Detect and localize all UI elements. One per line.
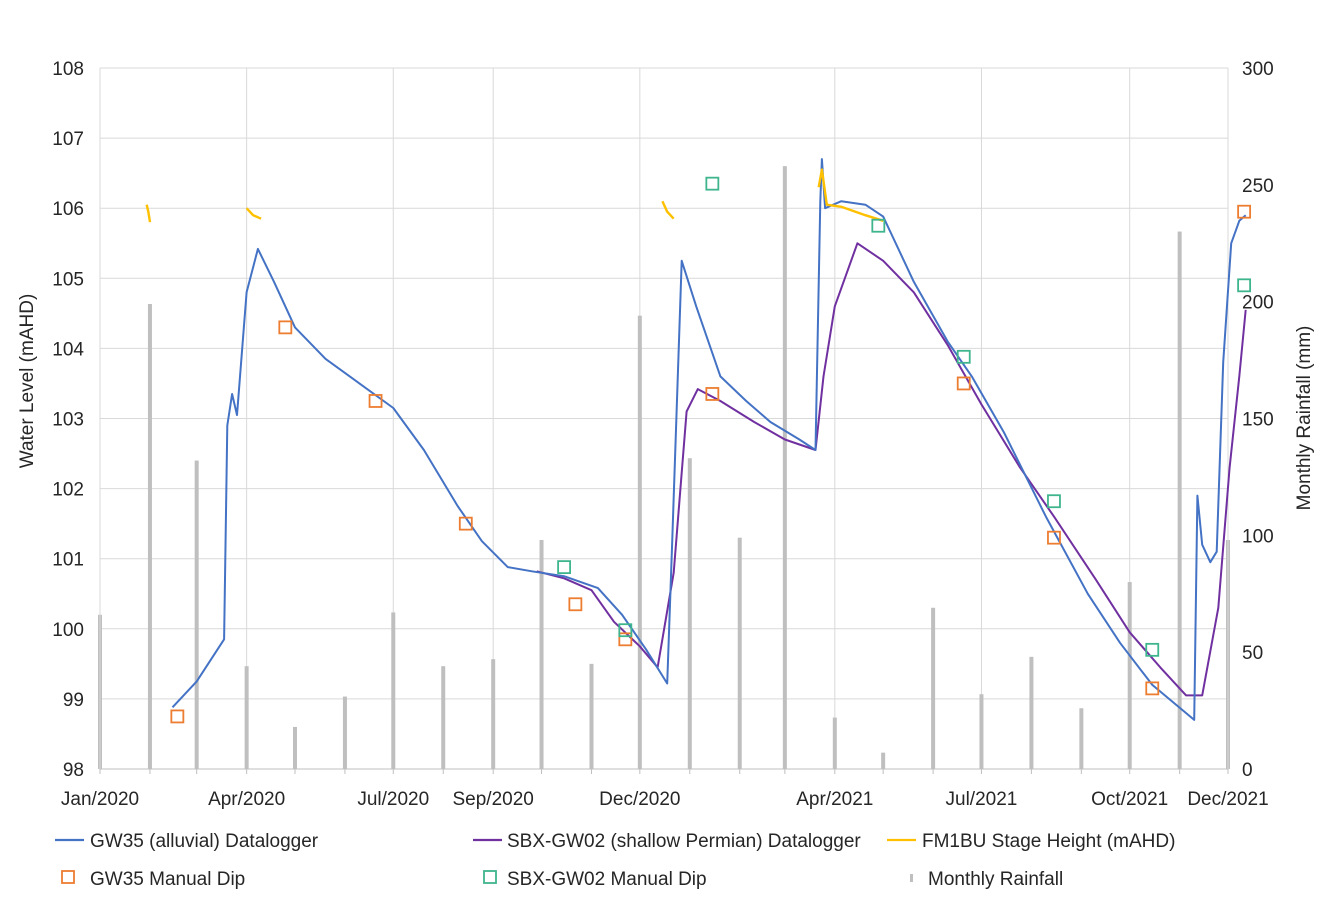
gw35-dip-marker [705,387,720,401]
y2-tick-label: 50 [1242,643,1263,664]
sbx-gw02-dip-marker [956,349,971,364]
legend-item-rain: Monthly Rainfall [910,869,1063,890]
x-tick-label: Sep/2020 [453,789,534,810]
sbx-gw02-dip-marker [1047,494,1061,509]
y2-tick-label: 150 [1242,410,1274,431]
rainfall-bar [194,460,199,769]
rainfall-bar [292,726,297,769]
legend-swatch-rain [910,874,913,882]
rainfall-bar [147,304,152,769]
x-tick-label: Apr/2021 [796,789,873,810]
legend-label-rain: Monthly Rainfall [928,869,1063,890]
gw35-dip-marker [368,394,383,408]
x-tick-label: Oct/2021 [1091,789,1168,810]
gw35-dip-marker [170,709,185,724]
legend-swatch-gw35-dip [61,870,75,884]
legend-label-gw35-dip: GW35 Manual Dip [90,869,245,890]
y2-tick-label: 250 [1242,176,1274,197]
fm1bu-stage-segment [245,207,262,220]
legend-label-sbx: SBX-GW02 (shallow Permian) Datalogger [507,831,861,852]
fm1bu-stage-segment [661,200,675,220]
y2-tick-label: 100 [1242,526,1274,547]
gridlines [100,67,1228,769]
x-tick-label: Dec/2021 [1187,789,1268,810]
y-tick-label: 98 [63,760,84,781]
legend: GW35 (alluvial) Datalogger SBX-GW02 (sha… [55,831,1175,890]
rainfall-bar [832,717,837,769]
y-tick-label: 106 [52,199,84,220]
x-tick-label: Dec/2020 [599,789,680,810]
legend-item-gw35: GW35 (alluvial) Datalogger [55,831,319,852]
y-tick-label: 108 [52,59,84,80]
y-tick-label: 101 [52,550,84,571]
gw35-dip-marker [278,320,293,335]
legend-item-fm1bu: FM1BU Stage Height (mAHD) [887,831,1175,852]
y-tick-label: 102 [52,480,84,501]
sbx-gw02-dip-marker [1145,642,1160,657]
rainfall-bar [491,659,496,769]
rainfall-bar [539,540,544,769]
gw35-dip-marker [1237,204,1252,219]
gw35-dip-marker [1145,681,1160,696]
sbx-gw02-dip-marker [705,176,720,191]
y-tick-label: 100 [52,620,84,641]
x-tick-label: Apr/2020 [208,789,285,810]
rainfall-bar [782,166,787,769]
rainfall-bar [979,694,984,769]
sbx-gw02-dip-marker [618,623,633,638]
rainfall-bar [931,607,936,769]
sbx-gw02-dip-marker [871,218,886,233]
rainfall-bar [342,696,347,769]
fm1bu-stage-segment [817,168,884,222]
y2-axis-title: Monthly Rainfall (mm) [1294,326,1315,511]
series-lines [145,158,1247,721]
gw35-dip-marker [458,516,473,531]
legend-item-sbx: SBX-GW02 (shallow Permian) Datalogger [473,831,861,852]
x-tick-label: Jul/2020 [357,789,429,810]
gw35-dip-marker [618,632,633,647]
sbx-gw02-dip-marker [557,560,571,575]
y2-tick-label: 300 [1242,59,1274,80]
fm1bu-stage-segment [145,204,152,223]
y-tick-label: 99 [63,690,84,711]
y-axis-title: Water Level (mAHD) [17,294,38,469]
x-tick-label: Jan/2020 [61,789,139,810]
sbx-gw02-dip-marker [1237,278,1252,293]
rainfall-bar [881,752,886,769]
rainfall-bar [1177,231,1182,770]
rainfall-bar [589,663,594,769]
y-tick-label: 103 [52,410,84,431]
series-markers [170,176,1252,724]
rainfall-bar [244,666,249,769]
gw35-dip-marker [568,597,583,612]
legend-label-fm1bu: FM1BU Stage Height (mAHD) [922,831,1175,852]
rainfall-bar [1127,582,1132,769]
y-tick-label: 105 [52,269,84,290]
rainfall-bar [1029,656,1034,769]
rainfall-bar [1079,708,1084,769]
legend-item-sbx-dip: SBX-GW02 Manual Dip [483,869,707,890]
gw35-dip-marker [956,376,971,391]
y2-tick-label: 0 [1242,760,1253,781]
legend-swatch-sbx-dip [483,870,497,884]
legend-label-gw35: GW35 (alluvial) Datalogger [90,831,319,852]
x-tick-label: Jul/2021 [946,789,1018,810]
tick-labels: 98 99 100 101 102 103 104 105 106 107 108 0 50 100 150… [52,59,1273,810]
y-tick-label: 107 [52,129,84,150]
rainfall-bar [637,315,642,769]
y2-tick-label: 200 [1242,293,1274,314]
rainfall-bar [441,666,446,769]
legend-label-sbx-dip: SBX-GW02 Manual Dip [507,869,707,890]
rainfall-bar [687,458,692,769]
legend-item-gw35-dip: GW35 Manual Dip [61,869,245,890]
gw35-dip-marker [1047,530,1061,545]
gw35-line [171,158,1247,721]
axes [99,68,1229,774]
rainfall-bar [737,537,742,769]
y-tick-label: 104 [52,339,84,360]
rainfall-bar [391,612,396,769]
